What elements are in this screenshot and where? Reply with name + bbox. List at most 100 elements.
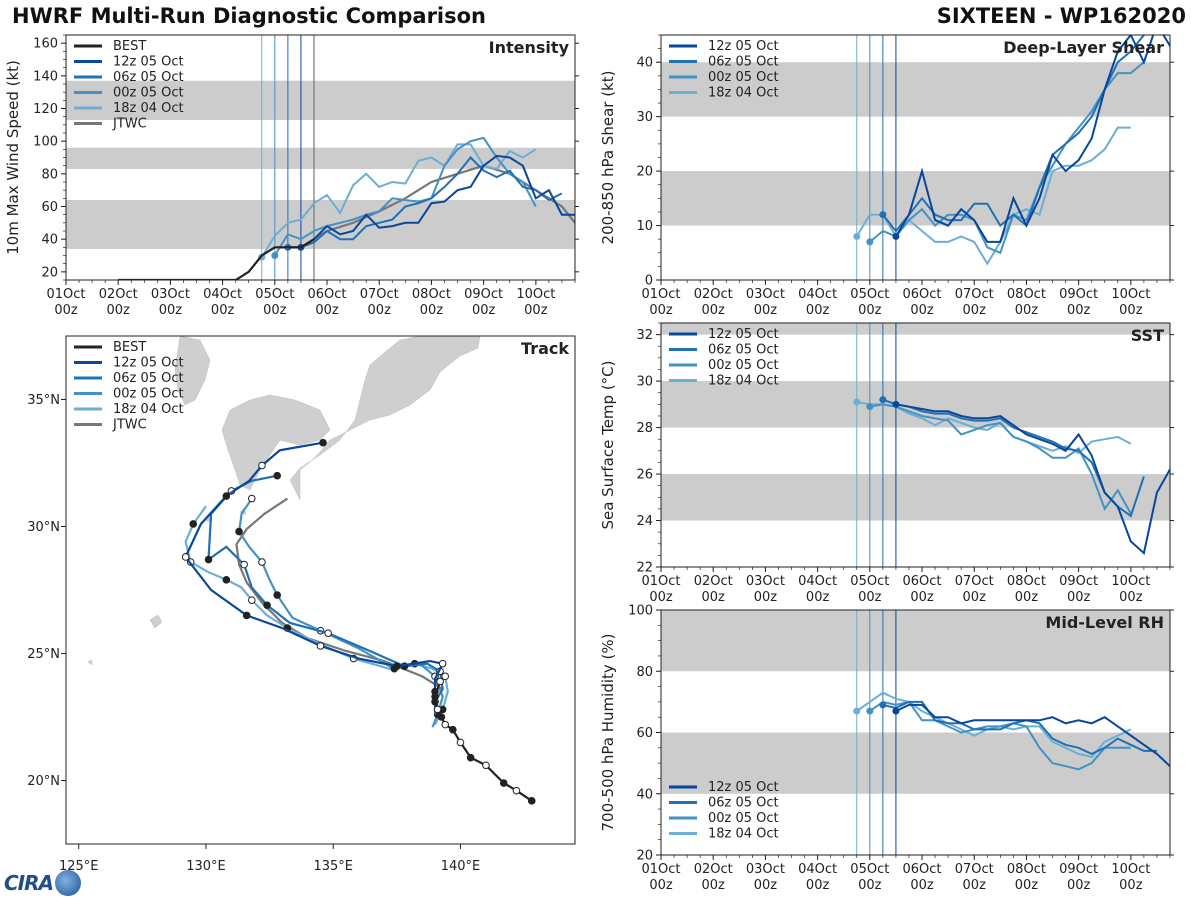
x-tick-sublabel: 00z bbox=[1119, 878, 1143, 893]
series-line bbox=[869, 61, 1145, 255]
x-tick-sublabel: 00z bbox=[910, 303, 934, 318]
panel-title: SST bbox=[1131, 326, 1164, 345]
x-tick-label: 05Oct bbox=[850, 862, 889, 877]
track-point bbox=[222, 492, 231, 500]
track-line bbox=[237, 497, 444, 728]
init-point bbox=[271, 252, 279, 259]
legend-label: 06z 05 Oct bbox=[113, 371, 184, 386]
cira-logo: CIRA bbox=[4, 870, 81, 896]
init-point bbox=[853, 707, 861, 715]
y-axis-label: 700-500 hPa Humidity (%) bbox=[599, 633, 617, 831]
storm-id: SIXTEEN - WP162020 bbox=[936, 4, 1186, 28]
shaded-band bbox=[661, 171, 1170, 226]
legend-label: JTWC bbox=[112, 117, 147, 132]
x-tick-label: 09Oct bbox=[1059, 287, 1098, 302]
legend-label: 00z 05 Oct bbox=[708, 70, 779, 85]
track-point bbox=[247, 494, 256, 503]
x-tick-label: 140°E bbox=[441, 859, 481, 874]
y-tick-label: 28 bbox=[636, 421, 653, 436]
track-point bbox=[204, 555, 213, 564]
x-tick-label: 09Oct bbox=[1059, 862, 1098, 877]
legend-label: 00z 05 Oct bbox=[708, 811, 779, 826]
track-point bbox=[181, 553, 190, 561]
track-point bbox=[456, 738, 465, 747]
series-group bbox=[853, 396, 1170, 555]
track-point bbox=[466, 753, 475, 762]
x-tick-label: 03Oct bbox=[151, 287, 190, 302]
panel-title: Mid-Level RH bbox=[1045, 613, 1164, 632]
series-line bbox=[869, 403, 1132, 515]
kyushu-shikoku-land bbox=[221, 394, 331, 491]
shaded-band bbox=[66, 199, 575, 249]
track-point bbox=[438, 659, 447, 668]
x-tick-label: 06Oct bbox=[903, 287, 942, 302]
panel-rh: 2040608010001Oct00z02Oct00z03Oct00z04Oct… bbox=[599, 604, 1174, 893]
init-point bbox=[879, 701, 887, 709]
y-tick-label: 20 bbox=[41, 265, 58, 280]
init-point bbox=[892, 232, 900, 240]
x-tick-label: 08Oct bbox=[1007, 287, 1046, 302]
x-tick-sublabel: 00z bbox=[702, 878, 726, 893]
x-tick-label: 01Oct bbox=[641, 574, 680, 589]
korea-land bbox=[174, 336, 211, 406]
track-point bbox=[258, 558, 266, 566]
track-point bbox=[512, 786, 521, 795]
logo-text: CIRA bbox=[4, 871, 54, 895]
y-tick-label: 20°N bbox=[27, 774, 60, 789]
x-tick-sublabel: 00z bbox=[107, 303, 131, 318]
y-tick-label: 100 bbox=[628, 604, 653, 619]
legend-label: 06z 05 Oct bbox=[708, 55, 779, 70]
track-point bbox=[273, 471, 282, 480]
x-tick-sublabel: 00z bbox=[963, 590, 987, 605]
x-tick-sublabel: 00z bbox=[315, 303, 339, 318]
track-point bbox=[437, 713, 446, 721]
x-tick-sublabel: 00z bbox=[649, 303, 673, 318]
x-tick-label: 07Oct bbox=[955, 862, 994, 877]
y-tick-label: 10 bbox=[636, 219, 653, 234]
y-tick-label: 40 bbox=[41, 233, 58, 248]
init-point bbox=[853, 232, 861, 240]
series-line bbox=[260, 143, 537, 258]
y-tick-label: 40 bbox=[636, 56, 653, 71]
panel-track: 125°E 130°E 135°E 140°E20°N25°N30°N35°NTrac… bbox=[27, 335, 576, 874]
series-line bbox=[273, 136, 537, 257]
legend-label: 18z 04 Oct bbox=[708, 374, 779, 389]
x-tick-sublabel: 00z bbox=[420, 303, 444, 318]
legend-label: 12z 05 Oct bbox=[708, 327, 779, 342]
legend-label: 00z 05 Oct bbox=[113, 86, 184, 101]
track-point bbox=[222, 576, 231, 584]
y-tick-label: 20 bbox=[636, 165, 653, 180]
legend-label: 18z 04 Oct bbox=[113, 402, 184, 417]
y-tick-label: 24 bbox=[636, 514, 653, 529]
x-tick-label: 02Oct bbox=[694, 574, 733, 589]
legend-label: 00z 05 Oct bbox=[708, 358, 779, 373]
x-tick-label: 04Oct bbox=[203, 287, 242, 302]
legend-label: 06z 05 Oct bbox=[113, 70, 184, 85]
track-lines bbox=[181, 438, 536, 805]
axes-frame bbox=[660, 322, 1171, 568]
honshu-land bbox=[289, 336, 481, 501]
track-point bbox=[393, 662, 401, 671]
x-tick-sublabel: 00z bbox=[159, 303, 183, 318]
x-tick-label: 05Oct bbox=[255, 287, 294, 302]
y-axis-label: 10m Max Wind Speed (kt) bbox=[4, 60, 22, 255]
legend-label: 18z 04 Oct bbox=[708, 827, 779, 842]
x-tick-sublabel: 00z bbox=[963, 303, 987, 318]
shaded-band bbox=[661, 610, 1170, 672]
x-tick-label: 08Oct bbox=[412, 287, 451, 302]
x-tick-sublabel: 00z bbox=[1015, 590, 1039, 605]
x-tick-label: 06Oct bbox=[903, 862, 942, 877]
y-tick-label: 60 bbox=[41, 200, 58, 215]
init-point bbox=[866, 238, 874, 246]
init-point bbox=[892, 400, 900, 408]
track-point bbox=[482, 761, 490, 770]
y-axis-label: Sea Surface Temp (°C) bbox=[599, 360, 617, 529]
x-tick-label: 01Oct bbox=[641, 862, 680, 877]
x-tick-sublabel: 00z bbox=[649, 878, 673, 893]
x-tick-label: 03Oct bbox=[746, 287, 785, 302]
y-tick-label: 32 bbox=[636, 328, 653, 343]
panel-intensity: 2040608010012014016001Oct00z02Oct00z03Oc… bbox=[4, 34, 579, 318]
